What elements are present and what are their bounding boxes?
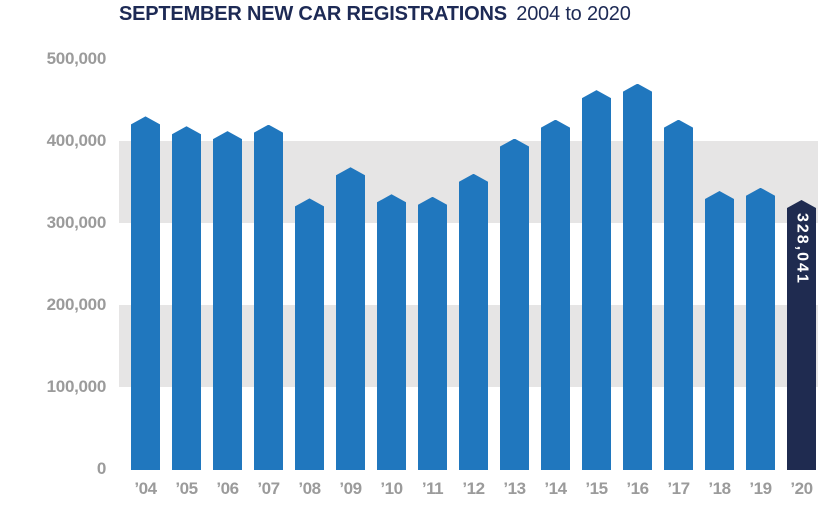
bar-2008: [295, 198, 324, 470]
x-axis-label-2020: ’20: [790, 479, 813, 498]
bar-2013: [500, 138, 529, 470]
y-axis-tick-400000: 400,000: [46, 131, 107, 150]
bar-2006: [213, 131, 242, 470]
x-axis-label-2009: ’09: [339, 479, 362, 498]
x-axis-label-2005: ’05: [175, 479, 198, 498]
chart-title: SEPTEMBER NEW CAR REGISTRATIONS 2004 to …: [119, 2, 631, 26]
x-axis-label-2019: ’19: [749, 479, 772, 498]
x-axis-label-2018: ’18: [708, 479, 731, 498]
bar-2012: [459, 173, 488, 470]
chart-title-main: SEPTEMBER NEW CAR REGISTRATIONS: [119, 3, 507, 25]
x-axis-label-2017: ’17: [667, 479, 690, 498]
x-axis-label-2014: ’14: [544, 479, 567, 498]
bar-2011: [418, 196, 447, 470]
x-axis-label-2016: ’16: [626, 479, 649, 498]
bar-2004: [131, 116, 160, 470]
x-axis-label-2004: ’04: [134, 479, 157, 498]
x-axis-label-2006: ’06: [216, 479, 239, 498]
bar-2014: [541, 119, 570, 470]
bar-2020: 328,041: [787, 200, 816, 470]
bar-2019: [746, 187, 775, 470]
bar-2007: [254, 124, 283, 470]
chart-title-subtitle: 2004 to 2020: [516, 3, 631, 25]
y-axis-tick-200000: 200,000: [46, 295, 107, 314]
bar-2015: [582, 90, 611, 470]
bar-2016: [623, 83, 652, 470]
x-axis-label-2012: ’12: [462, 479, 485, 498]
x-axis-label-2015: ’15: [585, 479, 608, 498]
y-axis-tick-0: 0: [96, 459, 106, 478]
x-axis-label-2013: ’13: [503, 479, 526, 498]
x-axis-label-2010: ’10: [380, 479, 403, 498]
x-axis-label-2008: ’08: [298, 479, 321, 498]
bar-2010: [377, 194, 406, 470]
y-axis-tick-500000: 500,000: [46, 49, 107, 68]
y-axis-tick-100000: 100,000: [46, 377, 107, 396]
y-axis-tick-300000: 300,000: [46, 213, 107, 232]
x-axis-label-2007: ’07: [257, 479, 280, 498]
bar-2018: [705, 191, 734, 470]
bar-2017: [664, 119, 693, 470]
bar-2009: [336, 167, 365, 470]
highlight-value-label: 328,041: [793, 213, 811, 285]
x-axis-label-2011: ’11: [421, 479, 444, 498]
bar-2005: [172, 126, 201, 470]
